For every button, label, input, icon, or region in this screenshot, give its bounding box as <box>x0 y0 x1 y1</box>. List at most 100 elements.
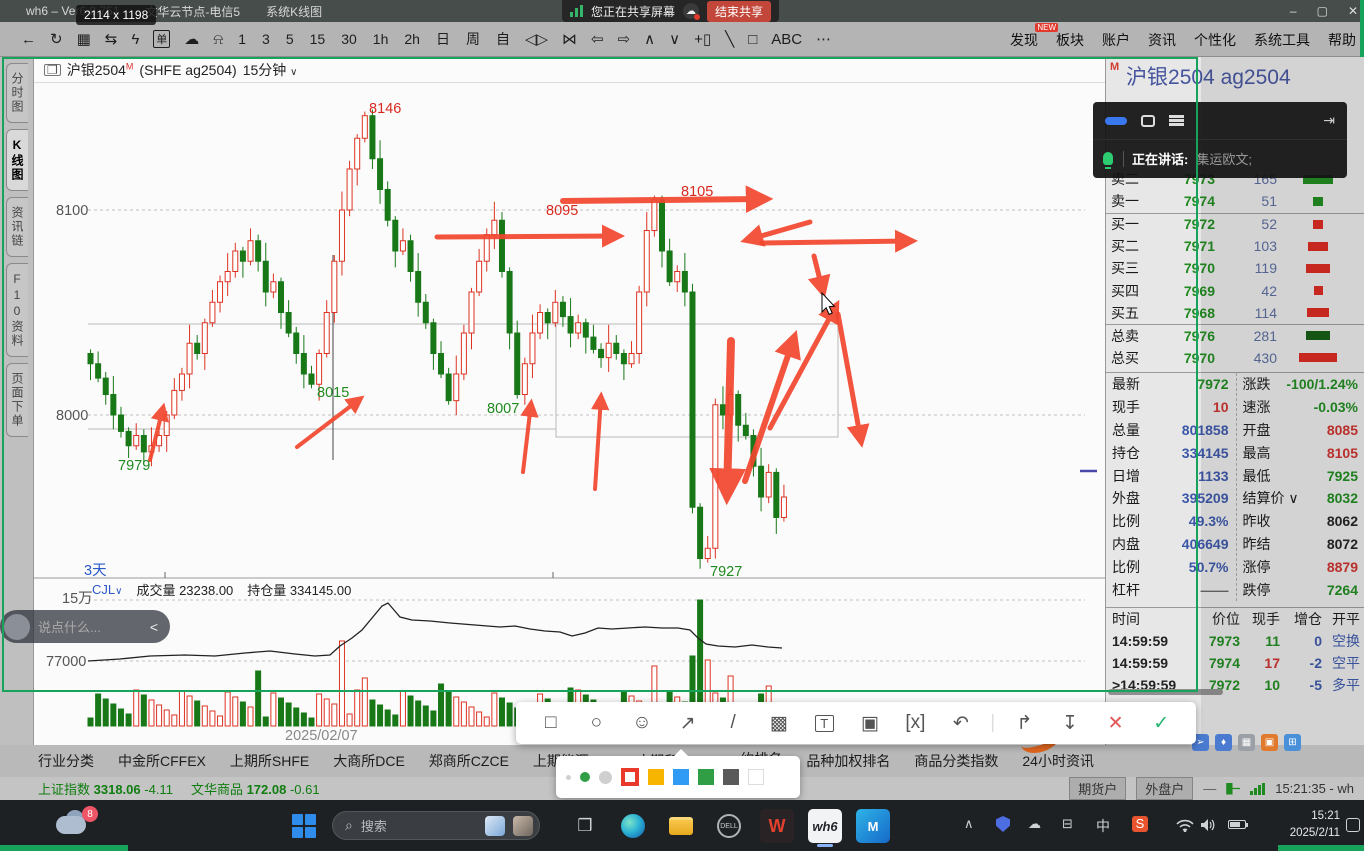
tab-上期所SHFE[interactable]: 上期所SHFE <box>229 753 310 769</box>
search-input[interactable]: ⌕ 搜索 <box>332 811 540 840</box>
menu-帮助[interactable]: 帮助 <box>1328 31 1356 48</box>
layout-icon[interactable]: ▦ <box>76 31 91 48</box>
period-日[interactable]: 日 <box>435 31 450 47</box>
taskbar-clock[interactable]: 15:21 2025/2/11 <box>1289 810 1340 840</box>
period-15[interactable]: 15 <box>309 31 326 47</box>
candlestick-chart[interactable]: 8146 8105 8095 8015 8007 7979 7927 8100 8000 3天 15… <box>34 57 1105 745</box>
minimize-button[interactable]: – <box>1289 4 1297 18</box>
window-mode-icon[interactable]: ❐ <box>44 63 61 76</box>
tab-品种加权排名[interactable]: 品种加权排名 <box>806 753 891 769</box>
ime-indicator[interactable]: 中 <box>1096 818 1110 834</box>
chart-period-selector[interactable]: 15分钟 ∨ <box>242 61 298 78</box>
tab-郑商所CZCE[interactable]: 郑商所CZCE <box>428 753 509 769</box>
share-expand-icon[interactable]: ⇥ <box>1323 112 1335 128</box>
share-list-icon[interactable] <box>1169 115 1184 126</box>
period-30[interactable]: 30 <box>341 31 357 47</box>
sidebar-item-K线图[interactable]: K线图 <box>6 129 28 191</box>
tab-中金所CFFEX[interactable]: 中金所CFFEX <box>118 753 206 769</box>
sidebar-item-F10资料[interactable]: F10资料 <box>6 263 28 357</box>
trendline-icon[interactable]: ╲ <box>725 31 735 48</box>
copy-tool-icon[interactable]: ▣ <box>860 712 879 734</box>
mosaic-tool-icon[interactable]: ▩ <box>769 712 788 734</box>
zoom-out-icon[interactable]: ∨ <box>669 31 681 48</box>
page-right-icon[interactable]: ⇨ <box>617 31 631 48</box>
back-icon[interactable]: ← <box>21 30 36 48</box>
size-dot[interactable] <box>566 774 571 780</box>
size-dot[interactable] <box>580 772 590 782</box>
edge-browser-icon[interactable] <box>616 809 650 843</box>
color-swatch[interactable] <box>698 769 714 785</box>
share-window-icon[interactable] <box>1141 114 1155 127</box>
mic-icon[interactable]: ♦ <box>1215 734 1232 751</box>
member-icon[interactable]: ▣ <box>1261 734 1278 751</box>
zoom-in-icon[interactable]: ∧ <box>644 31 656 48</box>
notification-center-icon[interactable] <box>1346 818 1360 832</box>
color-swatch[interactable] <box>673 769 689 785</box>
meeting-app-icon[interactable]: M <box>856 809 890 843</box>
rect-tool-icon[interactable]: □ <box>748 30 758 48</box>
share-tool-icon[interactable]: ↱ <box>1016 712 1033 734</box>
page-left-icon[interactable]: ⇦ <box>591 31 604 48</box>
period-5[interactable]: 5 <box>285 31 294 47</box>
menu-账户[interactable]: 账户 <box>1102 31 1130 48</box>
cancel-tool-icon[interactable]: ✕ <box>1107 712 1124 734</box>
wh6-app-icon[interactable]: wh6 <box>808 809 842 847</box>
color-swatch[interactable] <box>723 769 739 785</box>
volume-indicator-selector[interactable]: CJL∨ <box>92 582 123 597</box>
share-minimize-icon[interactable] <box>1105 116 1127 125</box>
period-周[interactable]: 周 <box>465 31 480 47</box>
touchpad-icon[interactable]: ⊟ <box>1062 816 1073 831</box>
search-highlight-image[interactable] <box>513 815 533 836</box>
chat-collapse-button[interactable]: < <box>149 618 158 635</box>
color-swatch[interactable] <box>748 769 764 785</box>
download-tool-icon[interactable]: ↧ <box>1062 712 1078 734</box>
trades-scrollbar[interactable] <box>1108 689 1223 695</box>
keyboard-icon[interactable]: ▦ <box>1238 734 1255 751</box>
end-share-button[interactable]: 结束共享 <box>707 0 772 22</box>
pointer-icon[interactable]: ➢ <box>1192 734 1209 751</box>
insert-icon[interactable]: +▯ <box>694 31 712 48</box>
color-swatch[interactable] <box>648 769 664 785</box>
task-view-button[interactable]: ❒ <box>577 816 593 835</box>
close-button[interactable]: ✕ <box>1347 4 1358 18</box>
cloud-icon[interactable]: ☁ <box>184 31 200 48</box>
menu-系统工具[interactable]: 系统工具 <box>1254 31 1310 48</box>
arrow-tool-icon[interactable]: ↗ <box>679 712 696 734</box>
sidebar-item-分时图[interactable]: 分时图 <box>6 63 28 123</box>
menu-板块[interactable]: 板块 <box>1056 31 1084 48</box>
chat-placeholder[interactable]: 说点什么... <box>38 620 101 635</box>
prev-contract-icon[interactable]: ◁▷ <box>524 31 549 48</box>
speaker-icon[interactable] <box>1200 818 1216 832</box>
quick-order-icon[interactable]: ϟ <box>131 30 140 48</box>
menu-个性化[interactable]: 个性化 <box>1194 31 1236 48</box>
wifi-icon[interactable] <box>1176 818 1194 832</box>
period-1h[interactable]: 1h <box>372 31 389 47</box>
sogou-icon[interactable]: S <box>1132 816 1148 832</box>
emoji-tool-icon[interactable]: ☺ <box>632 712 652 733</box>
menu-发现[interactable]: 发现 NEW <box>1010 22 1058 48</box>
tray-chevron-icon[interactable]: ∧ <box>964 816 974 831</box>
next-contract-icon[interactable]: ⋈ <box>562 31 578 48</box>
ellipse-tool-icon[interactable]: ○ <box>590 712 603 733</box>
text-tool-icon[interactable]: ABC <box>771 30 803 48</box>
color-swatch[interactable] <box>621 768 639 786</box>
tab-行业分类[interactable]: 行业分类 <box>38 753 94 769</box>
tab-商品分类指数[interactable]: 商品分类指数 <box>914 753 999 769</box>
period-1[interactable]: 1 <box>238 31 247 47</box>
compare-icon[interactable]: ⇆ <box>104 31 118 48</box>
search-highlight-image[interactable] <box>485 815 505 836</box>
refresh-icon[interactable]: ↻ <box>50 31 63 48</box>
wps-app-icon[interactable]: W <box>760 809 794 843</box>
line-tool-icon[interactable]: / <box>730 712 736 733</box>
period-2h[interactable]: 2h <box>404 31 420 47</box>
sidebar-item-页面下单[interactable]: 页面下单 <box>6 363 28 437</box>
undo-tool-icon[interactable]: ↶ <box>953 712 969 734</box>
size-dot[interactable] <box>599 770 612 784</box>
sidebar-item-资讯链[interactable]: 资讯链 <box>6 197 28 257</box>
period-自[interactable]: 自 <box>495 31 510 47</box>
ocr-tool-icon[interactable]: [x] <box>905 712 926 733</box>
weather-widget[interactable]: 8 <box>52 806 98 844</box>
confirm-tool-icon[interactable]: ✓ <box>1153 712 1170 734</box>
period-3[interactable]: 3 <box>262 31 270 47</box>
foreign-account-button[interactable]: 外盘户 <box>1136 777 1194 800</box>
